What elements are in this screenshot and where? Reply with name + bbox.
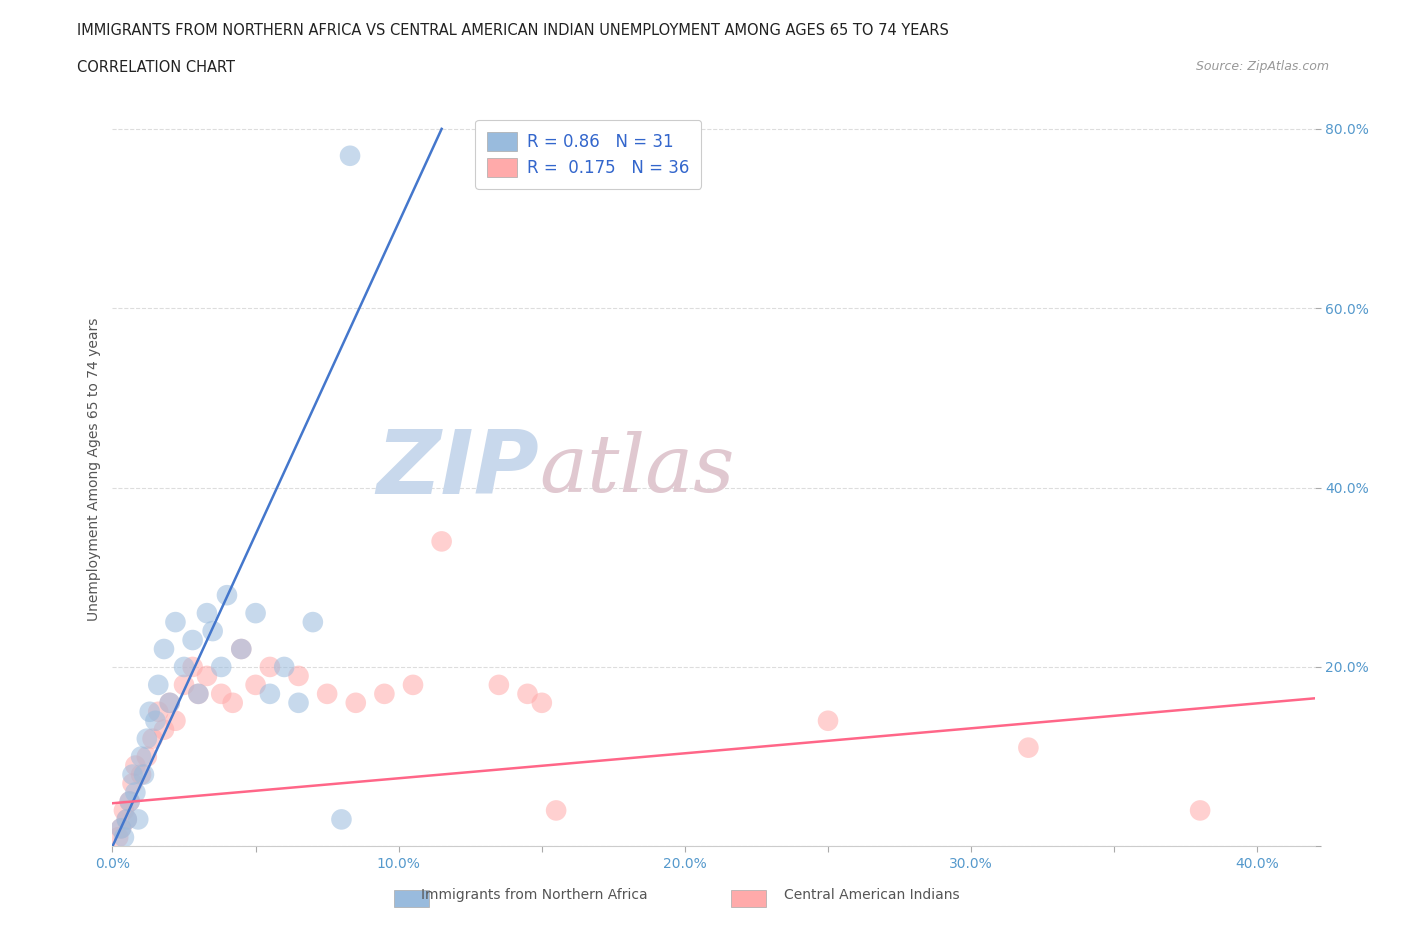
Point [1017,740,1039,755]
Text: atlas: atlas [540,431,734,509]
Point [115,812,138,827]
Point [316,686,339,701]
Point [115,812,138,827]
Point [148,677,170,692]
Point [516,686,538,701]
Point [181,632,204,647]
Point [259,659,281,674]
Point [165,713,187,728]
Point [127,812,149,827]
Point [153,642,176,657]
Point [165,615,187,630]
Point [141,731,163,746]
Point [132,767,155,782]
Point [112,830,135,844]
Point [135,750,157,764]
Text: ZIP: ZIP [377,426,540,513]
Point [187,686,209,701]
Point [129,767,152,782]
Point [118,794,141,809]
Point [107,830,129,844]
Point [148,704,170,719]
Point [430,534,453,549]
Point [181,659,204,674]
Point [187,686,209,701]
Point [245,605,267,620]
Point [135,731,157,746]
Point [173,677,195,692]
Point [110,821,132,836]
Point [245,677,267,692]
Y-axis label: Unemployment Among Ages 65 to 74 years: Unemployment Among Ages 65 to 74 years [87,318,101,621]
Text: Immigrants from Northern Africa: Immigrants from Northern Africa [420,888,648,902]
Point [231,642,253,657]
Point [215,588,238,603]
Point [344,696,367,711]
Point [173,659,195,674]
Point [145,713,167,728]
Point [546,803,568,817]
Point [301,615,323,630]
Text: Source: ZipAtlas.com: Source: ZipAtlas.com [1195,60,1329,73]
Point [373,686,395,701]
Text: CORRELATION CHART: CORRELATION CHART [77,60,235,75]
Text: Central American Indians: Central American Indians [785,888,959,902]
Point [110,821,132,836]
Point [287,669,309,684]
Point [201,624,224,639]
Legend: R = 0.86   N = 31, R =  0.175   N = 36: R = 0.86 N = 31, R = 0.175 N = 36 [475,120,702,189]
Point [121,767,143,782]
Point [121,776,143,790]
Point [402,677,425,692]
Point [153,723,176,737]
Point [259,686,281,701]
Point [273,659,295,674]
Point [488,677,510,692]
Text: IMMIGRANTS FROM NORTHERN AFRICA VS CENTRAL AMERICAN INDIAN UNEMPLOYMENT AMONG AG: IMMIGRANTS FROM NORTHERN AFRICA VS CENTR… [77,23,949,38]
Point [222,696,245,711]
Point [118,794,141,809]
Point [287,696,309,711]
Point [330,812,353,827]
Point [124,758,146,773]
Point [1189,803,1212,817]
Point [159,696,181,711]
Point [138,704,160,719]
Point [209,686,232,701]
Point [530,696,553,711]
Point [817,713,839,728]
Point [339,148,361,164]
Point [129,750,152,764]
Point [195,669,218,684]
Point [112,803,135,817]
Point [195,605,218,620]
Point [209,659,232,674]
Point [124,785,146,800]
Point [159,696,181,711]
Point [231,642,253,657]
